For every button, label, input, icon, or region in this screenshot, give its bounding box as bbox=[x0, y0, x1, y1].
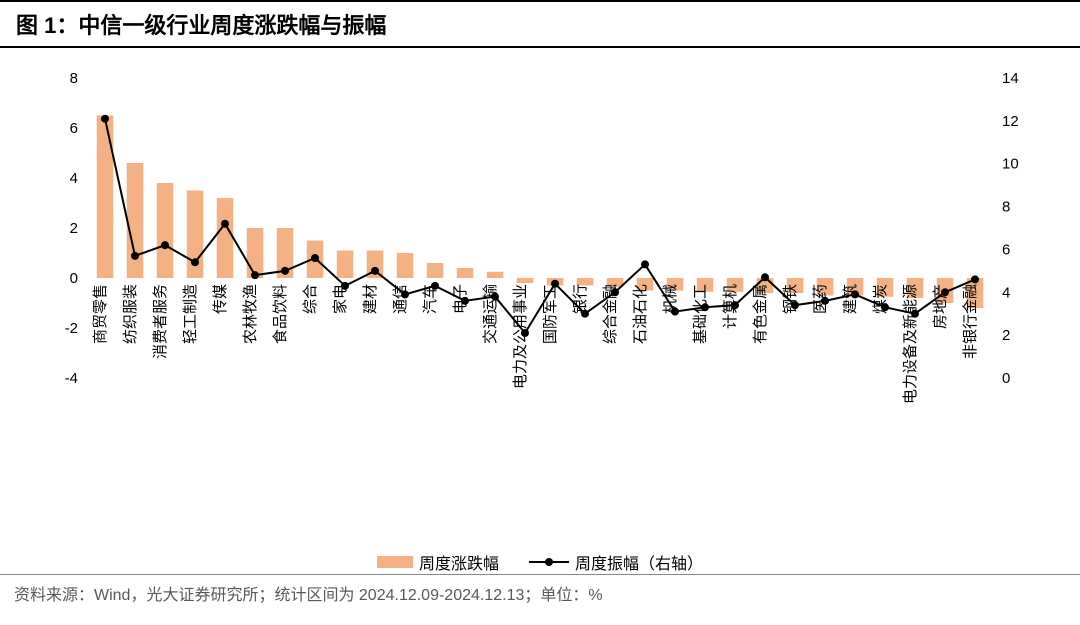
title-bar: 图 1：中信一级行业周度涨跌幅与振幅 bbox=[0, 0, 1080, 48]
svg-text:传媒: 传媒 bbox=[212, 284, 229, 314]
chart-svg: -4 -2 0 2 4 6 8 0 2 4 6 8 10 12 14 商贸零售纺织服装消费者服务轻工制造传媒农… bbox=[0, 48, 1080, 548]
svg-text:商贸零售: 商贸零售 bbox=[92, 284, 109, 344]
svg-text:非银行金融: 非银行金融 bbox=[962, 284, 979, 359]
svg-text:2: 2 bbox=[70, 220, 78, 237]
figure-title: 图 1：中信一级行业周度涨跌幅与振幅 bbox=[16, 13, 386, 38]
svg-text:8: 8 bbox=[1002, 199, 1010, 216]
legend-item-bar: 周度涨跌幅 bbox=[377, 550, 499, 574]
svg-text:14: 14 bbox=[1002, 70, 1019, 87]
svg-text:食品饮料: 食品饮料 bbox=[272, 284, 289, 344]
svg-text:轻工制造: 轻工制造 bbox=[182, 284, 199, 344]
svg-text:0: 0 bbox=[1002, 370, 1010, 387]
svg-text:0: 0 bbox=[70, 270, 78, 287]
legend: 周度涨跌幅 周度振幅（右轴） bbox=[0, 550, 1080, 574]
svg-text:通信: 通信 bbox=[392, 284, 409, 314]
svg-text:纺织服装: 纺织服装 bbox=[122, 284, 139, 344]
svg-text:6: 6 bbox=[70, 120, 78, 137]
svg-text:12: 12 bbox=[1002, 113, 1019, 130]
legend-item-line: 周度振幅（右轴） bbox=[529, 550, 703, 574]
svg-text:建材: 建材 bbox=[362, 284, 379, 314]
svg-text:4: 4 bbox=[70, 170, 78, 187]
legend-swatch-line bbox=[529, 555, 569, 569]
svg-text:石油石化: 石油石化 bbox=[632, 284, 649, 344]
svg-text:10: 10 bbox=[1002, 156, 1019, 173]
svg-text:4: 4 bbox=[1002, 284, 1010, 301]
legend-line-label: 周度振幅（右轴） bbox=[575, 550, 703, 574]
svg-text:综合: 综合 bbox=[302, 284, 319, 314]
svg-text:建筑: 建筑 bbox=[842, 284, 859, 314]
svg-text:有色金属: 有色金属 bbox=[752, 284, 769, 344]
svg-text:农林牧渔: 农林牧渔 bbox=[242, 284, 259, 344]
svg-text:6: 6 bbox=[1002, 241, 1010, 258]
svg-text:8: 8 bbox=[70, 70, 78, 87]
legend-bar-label: 周度涨跌幅 bbox=[419, 550, 499, 574]
plot-area: -4 -2 0 2 4 6 8 0 2 4 6 8 10 12 14 商贸零售纺织服装消费者服务轻工制造传媒农… bbox=[0, 48, 1080, 548]
svg-text:电力设备及新能源: 电力设备及新能源 bbox=[902, 284, 919, 404]
svg-text:2: 2 bbox=[1002, 327, 1010, 344]
svg-text:钢铁: 钢铁 bbox=[782, 284, 799, 314]
figure-source: 资料来源：Wind，光大证券研究所；统计区间为 2024.12.09-2024.… bbox=[0, 574, 1080, 605]
svg-text:消费者服务: 消费者服务 bbox=[152, 284, 169, 359]
svg-text:基础化工: 基础化工 bbox=[692, 284, 709, 344]
svg-text:-2: -2 bbox=[65, 320, 78, 337]
legend-swatch-bar bbox=[377, 556, 413, 568]
figure-container: 图 1：中信一级行业周度涨跌幅与振幅 -4 -2 0 2 4 6 8 0 2 4 6 8 10 12 14 商… bbox=[0, 0, 1080, 625]
svg-text:-4: -4 bbox=[65, 370, 78, 387]
